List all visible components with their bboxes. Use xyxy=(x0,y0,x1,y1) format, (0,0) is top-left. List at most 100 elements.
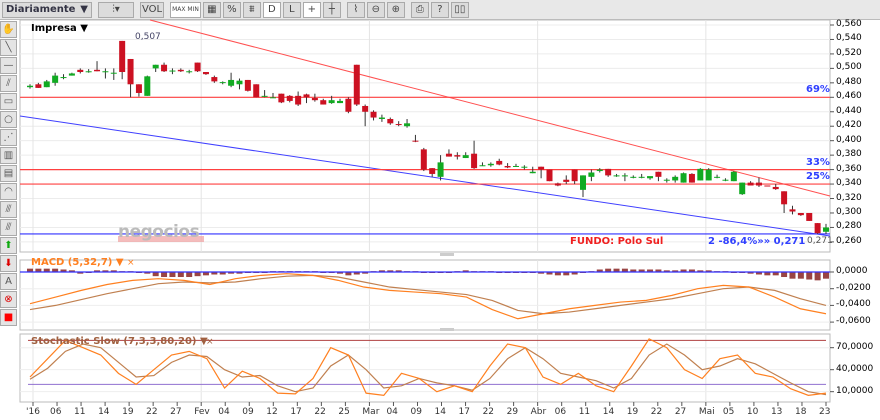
x-tick-label: 14 xyxy=(434,407,446,417)
candle-body xyxy=(345,98,352,112)
macd-y-tick-label: 0,0000 xyxy=(836,266,868,276)
help-button[interactable]: ? xyxy=(430,1,449,18)
arrow-down-tool-icon[interactable]: ⬇ xyxy=(0,255,17,272)
rect-tool-icon[interactable]: ▭ xyxy=(0,93,17,110)
candle-body xyxy=(797,212,804,216)
candle-body xyxy=(638,176,645,178)
stochastic-close-icon[interactable]: × xyxy=(206,337,214,347)
x-tick-label: 14 xyxy=(602,407,615,417)
macd-histogram-bar xyxy=(378,270,385,272)
instrument-title[interactable]: Impresa ▼ xyxy=(31,23,88,34)
macd-histogram-bar xyxy=(546,272,553,275)
candle-body xyxy=(286,95,293,101)
candle-body xyxy=(630,176,637,178)
arc-tool-icon[interactable]: ◠ xyxy=(0,183,17,200)
candle-body xyxy=(697,168,704,181)
channel-tool-icon[interactable]: ⫻ xyxy=(0,201,17,218)
watermark-logo: negocios xyxy=(118,222,200,242)
x-tick-label: 27 xyxy=(170,407,182,417)
candle-body xyxy=(387,118,394,124)
fan-tool-icon[interactable]: ⋰ xyxy=(0,129,17,146)
hand-tool-icon[interactable]: ✋ xyxy=(0,21,17,38)
area-button[interactable]: ⩩ xyxy=(242,1,261,18)
candle-body xyxy=(521,166,528,168)
grid-button[interactable]: ▦ xyxy=(202,1,221,18)
macd-title[interactable]: MACD (5,32,7) ▼ xyxy=(31,257,124,268)
y-tick-label: 0,320 xyxy=(836,192,862,203)
x-tick-label: 11 xyxy=(74,407,86,417)
macd-histogram-bar xyxy=(554,272,561,276)
macd-histogram-bar xyxy=(152,272,159,277)
candle-body xyxy=(412,140,419,142)
line-tool-icon[interactable]: ╲ xyxy=(0,39,17,56)
candle-body xyxy=(43,81,50,88)
level-label: 69% xyxy=(806,84,830,96)
macd-histogram-bar xyxy=(27,268,33,272)
x-tick-label: 05 xyxy=(722,407,735,417)
candle-body xyxy=(85,71,92,73)
d-button[interactable]: D xyxy=(262,1,281,18)
macd-histogram-bar xyxy=(35,268,42,272)
max-min-button[interactable]: MAX MIN xyxy=(170,1,201,18)
level-label: 33% xyxy=(806,156,830,168)
percent-button[interactable]: % xyxy=(222,1,241,18)
hline-tool-icon[interactable]: — xyxy=(0,57,17,74)
volume-button[interactable]: VOL xyxy=(140,1,165,18)
macd-histogram-bar xyxy=(621,268,628,272)
period-select[interactable]: Diariamente ▼ xyxy=(2,1,92,18)
circle-tool-icon[interactable]: ○ xyxy=(0,111,17,128)
macd-histogram-bar xyxy=(663,270,670,272)
candle-body xyxy=(311,98,318,101)
candle-body xyxy=(621,175,628,177)
macd-close-icon[interactable]: × xyxy=(127,258,135,268)
candle-body xyxy=(110,72,117,74)
macd-histogram-bar xyxy=(202,272,209,276)
print-button[interactable]: ⎙ xyxy=(410,1,429,18)
candle-body xyxy=(144,76,151,96)
hgrid-tool-icon[interactable]: ▤ xyxy=(0,165,17,182)
candle-body xyxy=(596,169,603,172)
x-tick-label: 09 xyxy=(410,407,422,417)
macd-histogram-bar xyxy=(789,272,796,279)
color-tool-icon[interactable]: ■ xyxy=(0,309,17,326)
zoom-in-button[interactable]: ⊕ xyxy=(386,1,405,18)
candle-body xyxy=(504,165,511,168)
candle-body xyxy=(554,183,561,186)
candle-body xyxy=(613,175,620,177)
macd-histogram-bar xyxy=(337,272,344,274)
candle-body xyxy=(454,155,461,157)
x-tick-label: 10 xyxy=(746,407,759,417)
arrow-up-tool-icon[interactable]: ⬆ xyxy=(0,237,17,254)
stochastic-title[interactable]: Stochastic Slow (7,3,3,80,20) ▼ xyxy=(31,336,208,347)
candles-type-button[interactable]: ⫶▾ xyxy=(98,1,134,18)
macd-histogram-bar xyxy=(747,272,754,274)
macd-histogram-bar xyxy=(236,272,243,274)
l-button[interactable]: L xyxy=(282,1,301,18)
text-tool-icon[interactable]: A xyxy=(0,273,17,290)
chevron-down-icon: ▼ xyxy=(80,4,88,15)
y-tick-label: 0,260 xyxy=(836,235,862,246)
y-tick-label: 0,380 xyxy=(836,149,862,160)
delete-tool-icon[interactable]: ⊗ xyxy=(0,291,17,308)
book-button[interactable]: ▯▯ xyxy=(450,1,469,18)
vgrid-tool-icon[interactable]: ▥ xyxy=(0,147,17,164)
candle-body xyxy=(219,82,226,84)
s-channel-tool-icon[interactable]: ⫻ xyxy=(0,219,17,236)
x-tick-label: 06 xyxy=(50,407,62,417)
candle-body xyxy=(580,175,587,190)
macd-histogram-bar xyxy=(219,272,226,275)
crosshair-button[interactable]: + xyxy=(302,1,321,18)
y-tick-label: 0,480 xyxy=(836,76,862,87)
candle-body xyxy=(194,62,201,72)
macd-histogram-bar xyxy=(672,270,679,272)
parallel-tool-icon[interactable]: ⫽ xyxy=(0,75,17,92)
y-tick-label: 0,460 xyxy=(836,91,862,102)
add-indicator-button[interactable]: ⌇ xyxy=(346,1,365,18)
fundo-info: 2 -86,4%»» 0,271 xyxy=(708,236,806,247)
toolbar: Diariamente ▼ ⫶▾ VOL MAX MIN ▦% ⩩ D L + ┼ ⌇ ⊖ ⊕ ⎙? ▯▯ xyxy=(0,0,880,20)
zoom-out-button[interactable]: ⊖ xyxy=(366,1,385,18)
crosshair-l-button[interactable]: ┼ xyxy=(322,1,341,18)
x-tick-label: 11 xyxy=(578,407,591,417)
candle-body xyxy=(437,162,444,177)
